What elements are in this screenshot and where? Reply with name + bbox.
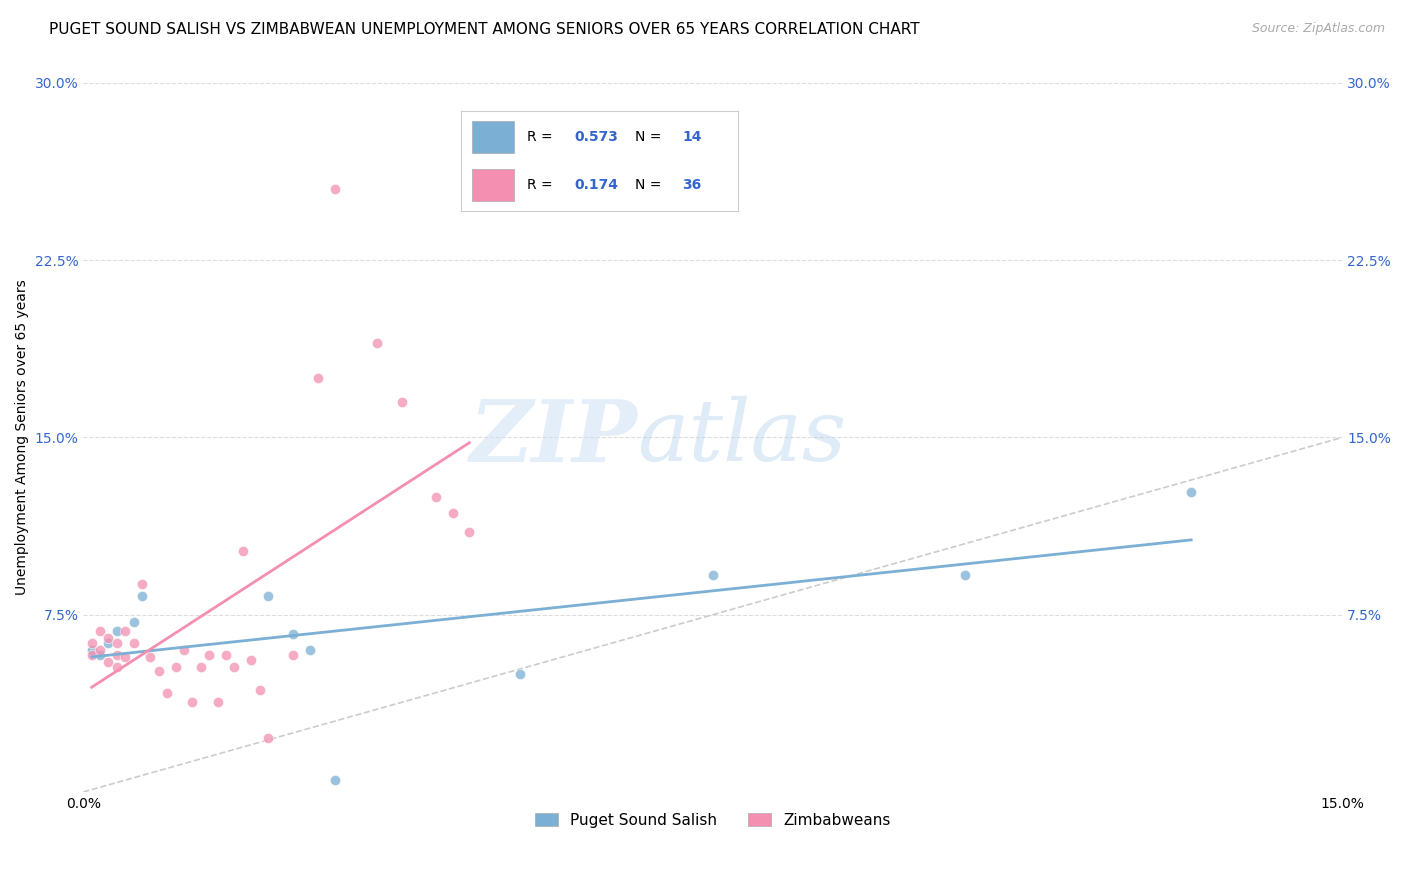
Point [105,636,128,650]
Point [190,659,212,673]
Point [80,636,103,650]
Point [1180,484,1202,499]
Point [281,626,304,640]
Point [232,544,254,558]
Point [458,524,481,539]
Point [97,632,120,646]
Point [240,652,263,666]
Point [323,182,346,196]
Point [441,506,464,520]
Point [425,490,447,504]
Point [156,686,179,700]
Point [181,695,204,709]
Point [173,643,195,657]
Point [298,643,321,657]
Point [131,577,153,591]
Point [97,636,120,650]
Point [122,636,145,650]
Point [257,589,280,603]
Point [509,666,531,681]
Point [702,567,724,582]
Point [97,655,120,669]
Point [131,589,153,603]
Point [89,624,111,639]
Text: Source: ZipAtlas.com: Source: ZipAtlas.com [1251,22,1385,36]
Point [249,683,271,698]
Legend: Puget Sound Salish, Zimbabweans: Puget Sound Salish, Zimbabweans [529,806,897,834]
Point [89,643,111,657]
Point [323,773,346,788]
Point [105,624,128,639]
Point [391,395,413,409]
Point [89,648,111,662]
Point [953,567,976,582]
Point [281,648,304,662]
Y-axis label: Unemployment Among Seniors over 65 years: Unemployment Among Seniors over 65 years [15,279,30,595]
Point [114,650,136,665]
Point [122,615,145,629]
Text: ZIP: ZIP [470,396,637,479]
Point [80,648,103,662]
Point [80,643,103,657]
Point [207,695,229,709]
Point [114,624,136,639]
Point [139,650,162,665]
Point [105,659,128,673]
Point [148,665,170,679]
Point [215,648,238,662]
Point [257,731,280,745]
Text: PUGET SOUND SALISH VS ZIMBABWEAN UNEMPLOYMENT AMONG SENIORS OVER 65 YEARS CORREL: PUGET SOUND SALISH VS ZIMBABWEAN UNEMPLO… [49,22,920,37]
Point [105,648,128,662]
Text: atlas: atlas [637,396,846,479]
Point [307,371,329,385]
Point [224,659,246,673]
Point [366,335,388,350]
Point [198,648,221,662]
Point [165,659,187,673]
